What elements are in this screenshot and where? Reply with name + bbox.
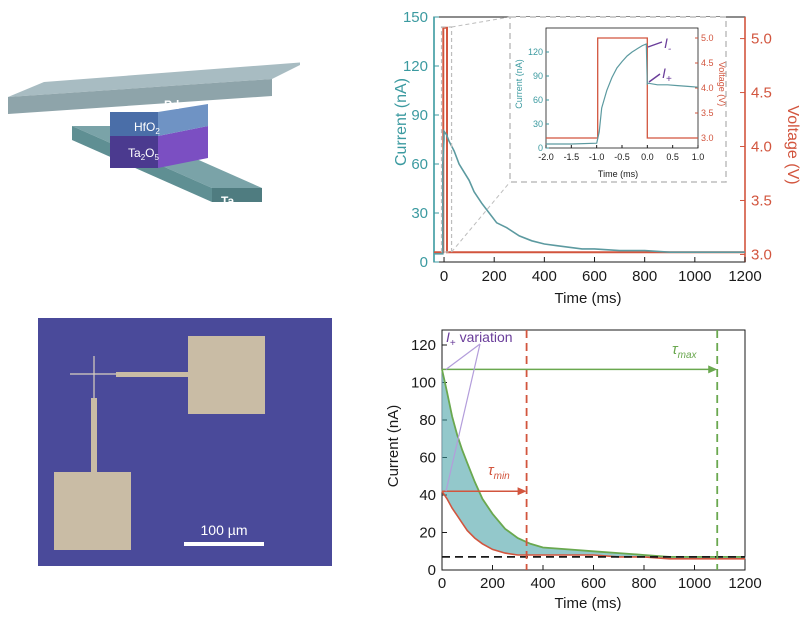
ta2o5-front bbox=[110, 136, 158, 168]
chart1-zoom-line bbox=[451, 181, 511, 253]
chart1-xlabel: Time (ms) bbox=[555, 290, 622, 307]
chart2-ytick-label: 20 bbox=[419, 525, 436, 542]
tau-max-label: τmax bbox=[672, 341, 698, 361]
chart2-xtick-label: 1200 bbox=[728, 575, 761, 592]
inset-ytick-label: 60 bbox=[533, 95, 543, 105]
chart2-ytick-label: 40 bbox=[419, 487, 436, 504]
inset-xtick-label: 1.0 bbox=[692, 152, 705, 162]
scale-bar bbox=[184, 542, 264, 546]
inset-xtick-label: 0.0 bbox=[641, 152, 654, 162]
inset-y2tick-label: 4.0 bbox=[701, 83, 714, 93]
ta-label: Ta bbox=[221, 194, 234, 208]
inset-y2tick-label: 5.0 bbox=[701, 33, 714, 43]
inset-xtick-label: 0.5 bbox=[666, 152, 679, 162]
chart2-xtick-label: 600 bbox=[581, 575, 606, 592]
lower-bound-series bbox=[441, 490, 745, 560]
chart1-ylabel: Current (nA) bbox=[393, 78, 410, 166]
i-plus-variation-label: I+ variation bbox=[446, 329, 513, 349]
chart1-y2label: Voltage (V) bbox=[784, 105, 801, 184]
optical-micrograph: 100 µm bbox=[38, 318, 332, 566]
hfo2-side bbox=[158, 104, 208, 136]
chart2-xtick-label: 0 bbox=[438, 575, 446, 592]
relaxation-variation-chart: 0 200 400 600 800 1000 1200 0 20 40 60 80 100 120 Cur… bbox=[385, 329, 762, 612]
inset-xtick-label: -1.0 bbox=[589, 152, 605, 162]
tau-max-arrowhead bbox=[708, 365, 718, 374]
chart1-voltage-series bbox=[434, 26, 745, 254]
chart1-ytick-label: 120 bbox=[403, 58, 428, 75]
inset-y2tick-label: 3.5 bbox=[701, 108, 714, 118]
chart1-ytick-label: 150 bbox=[403, 9, 428, 26]
inset-label-plus: I+ bbox=[662, 65, 672, 85]
chart1-current-series bbox=[434, 128, 745, 255]
chart2-xlabel: Time (ms) bbox=[555, 595, 622, 612]
chart1-xtick-label: 1000 bbox=[678, 268, 711, 285]
tau-min-label: τmin bbox=[488, 462, 510, 482]
chart2-xtick-label: 1000 bbox=[678, 575, 711, 592]
chart2-xtick-label: 400 bbox=[530, 575, 555, 592]
pd-electrode-top bbox=[8, 62, 300, 97]
chart1-y2tick-label: 4.5 bbox=[751, 85, 772, 102]
top-pad bbox=[188, 336, 265, 414]
inset-ytick-label: 30 bbox=[533, 119, 543, 129]
chart1-ytick-label: 30 bbox=[411, 205, 428, 222]
chart1-y2tick-label: 5.0 bbox=[751, 31, 772, 48]
chart1-xtick-label: 200 bbox=[482, 268, 507, 285]
inset-xtick-label: -0.5 bbox=[614, 152, 630, 162]
chart2-ytick-label: 120 bbox=[411, 337, 436, 354]
tau-min-arrowhead bbox=[517, 487, 527, 496]
top-electrode-line bbox=[116, 372, 188, 377]
chart1-y2tick-label: 3.5 bbox=[751, 192, 772, 209]
variation-pointer bbox=[445, 343, 481, 370]
inset-plot-frame bbox=[545, 27, 699, 149]
inset-arrow-minus bbox=[647, 41, 663, 48]
chart2-ytick-label: 0 bbox=[428, 562, 436, 579]
chart1-y2tick-label: 3.0 bbox=[751, 246, 772, 263]
chart1-xtick-label: 1200 bbox=[728, 268, 761, 285]
ta2o5-side bbox=[158, 126, 208, 168]
chart1-y2tick-label: 4.0 bbox=[751, 139, 772, 156]
bottom-electrode-line bbox=[91, 398, 97, 476]
inset-xtick-label: -1.5 bbox=[564, 152, 580, 162]
upper-bound-series bbox=[441, 369, 745, 558]
chart1-xtick-label: 400 bbox=[532, 268, 557, 285]
chart1-xtick-label: 800 bbox=[632, 268, 657, 285]
chart1-ytick-label: 90 bbox=[411, 107, 428, 124]
scale-label: 100 µm bbox=[201, 522, 248, 538]
chart2-ytick-label: 60 bbox=[419, 450, 436, 467]
inset-xtick-label: -2.0 bbox=[538, 152, 554, 162]
inset-ytick-label: 0 bbox=[538, 143, 543, 153]
inset-y2tick-label: 4.5 bbox=[701, 58, 714, 68]
chart1-xtick-label: 600 bbox=[582, 268, 607, 285]
inset-ytick-label: 120 bbox=[528, 47, 543, 57]
chart1-ytick-label: 0 bbox=[420, 254, 428, 271]
variation-pointer bbox=[445, 343, 481, 492]
chart1-zoom-line bbox=[451, 16, 511, 28]
inset-y2label: Voltage (V) bbox=[717, 62, 727, 107]
chart2-ytick-label: 100 bbox=[411, 375, 436, 392]
inset-arrow-plus bbox=[648, 73, 661, 83]
pd-electrode-front bbox=[8, 79, 272, 114]
device-schematic: Pd HfO2 Ta2O5 Ta bbox=[8, 62, 300, 208]
chart1-ytick-label: 60 bbox=[411, 156, 428, 173]
chart2-ylabel: Current (nA) bbox=[385, 405, 402, 488]
inset-voltage-series bbox=[546, 37, 698, 139]
inset-label-minus: I- bbox=[664, 35, 672, 55]
chart1-zoom-box bbox=[440, 26, 453, 253]
inset-y2tick-label: 3.0 bbox=[701, 133, 714, 143]
ta-electrode-front bbox=[212, 188, 262, 202]
chart2-xtick-label: 200 bbox=[480, 575, 505, 592]
pd-label: Pd bbox=[164, 98, 179, 112]
ta2o5-label: Ta2O5 bbox=[128, 146, 159, 162]
chart1-xtick-label: 0 bbox=[440, 268, 448, 285]
chart2-xtick-label: 800 bbox=[631, 575, 656, 592]
inset-ylabel: Current (nA) bbox=[514, 59, 524, 109]
chart2-ytick-label: 80 bbox=[419, 412, 436, 429]
hfo2-label: HfO2 bbox=[134, 120, 160, 136]
inset-xlabel: Time (ms) bbox=[598, 169, 638, 179]
inset-current-series bbox=[546, 43, 699, 145]
bottom-pad bbox=[54, 472, 131, 550]
pulse-response-chart: 0 200 400 600 800 1000 120003060901201503.03.5… bbox=[393, 9, 801, 307]
hfo2-front bbox=[110, 112, 158, 136]
inset-ytick-label: 90 bbox=[533, 71, 543, 81]
